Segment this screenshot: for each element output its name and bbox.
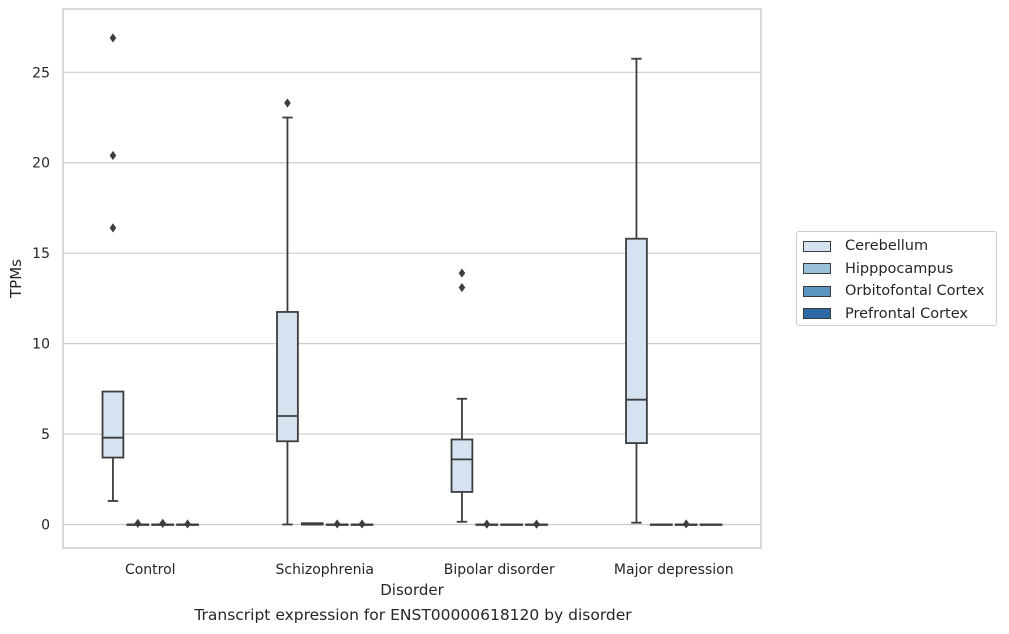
outlier-point [184,519,191,529]
outlier-point [109,33,117,43]
legend-label: Prefrontal Cortex [845,305,968,322]
outlier-point [483,519,491,529]
legend-item: Hipppocampus [803,258,996,281]
y-tick-label: 5 [41,427,50,443]
y-axis-label: TPMs [7,259,25,299]
x-tick-label: Control [125,562,176,578]
outlier-point [134,518,142,529]
outlier-point [109,150,117,161]
outlier-point [458,282,466,293]
y-tick-label: 10 [32,337,50,353]
outlier-point [109,223,117,233]
outlier-point [284,98,291,108]
legend: Cerebellum Hipppocampus Orbitofontal Cor… [796,231,997,326]
legend-label: Cerebellum [845,238,929,255]
outlier-point [358,519,366,529]
outlier-point [533,519,540,529]
y-tick-label: 15 [32,246,50,262]
y-tick-label: 25 [32,65,50,81]
outlier-point [333,519,341,529]
legend-item: Prefrontal Cortex [803,303,996,326]
legend-swatch [803,285,831,297]
legend-label: Hipppocampus [845,260,954,277]
legend-item: Cerebellum [803,235,996,258]
legend-label: Orbitofontal Cortex [845,283,985,300]
outlier-point [458,268,466,278]
x-axis-label: Disorder [380,581,444,599]
outlier-point [682,519,690,529]
chart-caption: Transcript expression for ENST0000061812… [194,606,632,624]
legend-swatch [803,263,831,275]
legend-item: Orbitofontal Cortex [803,280,996,303]
legend-swatch [803,308,831,320]
box [276,311,299,443]
x-tick-label: Major depression [614,562,734,578]
box [450,438,474,493]
y-tick-labels: 0 5 10 15 20 25 [32,65,50,533]
box [625,237,648,444]
y-tick-label: 20 [32,156,50,172]
plot-frame [62,8,762,549]
x-tick-labels: Control Schizophrenia Bipolar disorder Majo… [125,562,734,578]
y-tick-label: 0 [41,517,50,533]
x-tick-label: Schizophrenia [276,562,374,578]
box [101,390,125,459]
outlier-point [159,518,166,529]
box-groups [101,33,723,529]
x-tick-label: Bipolar disorder [444,562,555,578]
legend-swatch [803,240,831,252]
gridlines [63,71,761,526]
